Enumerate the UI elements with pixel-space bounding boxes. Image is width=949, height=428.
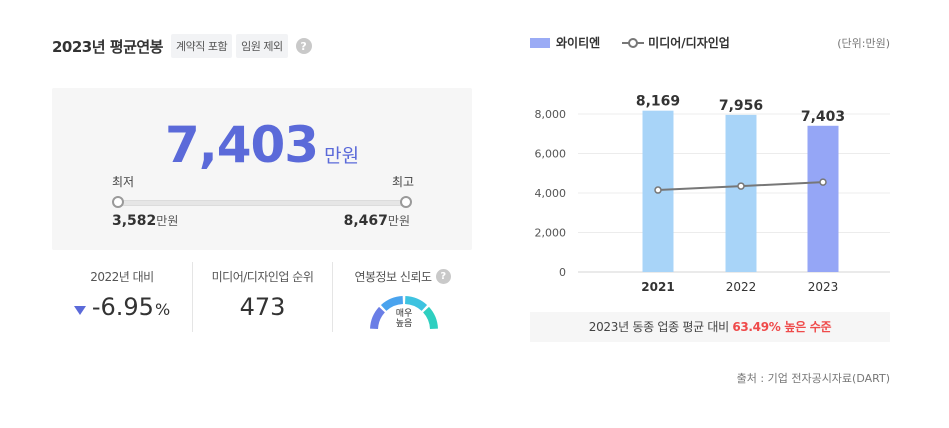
salary-summary-panel: 2023년 평균연봉 계약직 포함 임원 제외 ? 7,403 만원 최저 최고 … (52, 0, 472, 428)
tag-contract-included: 계약직 포함 (170, 34, 233, 58)
gauge-segment-3 (404, 296, 428, 312)
industry-avg-point (654, 186, 662, 194)
stat-yoy-percent: % (154, 300, 171, 319)
down-arrow-icon (73, 305, 86, 315)
stat-yoy-number: -6.95 (91, 293, 154, 321)
chart-legend: 와이티엔 미디어/디자인업 (530, 34, 730, 51)
average-salary-value: 7,403 (164, 116, 319, 174)
salary-bar-chart: 0 2,000 4,000 6,000 8,000 8,169 2021 7,956 2022 7… (535, 94, 890, 294)
range-min-knob (112, 196, 124, 208)
range-max-knob (400, 196, 412, 208)
y-tick-label: 0 (559, 266, 566, 279)
bar-value-label: 8,169 (636, 94, 680, 110)
legend-line-swatch (622, 37, 645, 48)
stat-rank-label: 미디어/디자인업 순위 (211, 270, 314, 284)
legend-line-label: 미디어/디자인업 (648, 36, 730, 50)
industry-avg-point (819, 178, 827, 186)
stats-row: 2022년 대비 -6.95% 미디어/디자인업 순위 473 연봉정보 신뢰도… (52, 262, 472, 332)
gauge-segment-4 (422, 306, 438, 330)
stat-yoy-label: 2022년 대비 (90, 270, 154, 284)
salary-range-track (118, 200, 406, 206)
min-value: 3,582만원 (112, 212, 178, 229)
page-title: 2023년 평균연봉 (52, 37, 163, 56)
comparison-note-text: 2023년 동종 업종 평균 대비 (588, 320, 729, 334)
gauge-segment-2 (380, 296, 404, 312)
help-icon[interactable]: ? (295, 38, 312, 54)
x-tick-label: 2023 (808, 280, 839, 294)
comparison-note: 2023년 동종 업종 평균 대비 63.49% 높은 수준 (530, 312, 890, 342)
unit-note: (단위:만원) (837, 37, 890, 50)
max-value-unit: 만원 (387, 214, 410, 228)
stat-rank: 미디어/디자인업 순위 473 (192, 262, 332, 332)
stat-yoy: 2022년 대비 -6.95% (52, 262, 192, 332)
reliability-gauge-icon: 매우 높음 (370, 296, 438, 330)
legend-bar-swatch (530, 37, 550, 48)
x-tick-label: 2021 (641, 280, 674, 294)
min-value-number: 3,582 (112, 213, 157, 229)
y-tick-label: 2,000 (535, 227, 567, 240)
max-value: 8,467만원 (344, 212, 410, 229)
bar-2022 (725, 114, 757, 272)
industry-avg-point (737, 182, 745, 190)
help-icon[interactable]: ? (435, 269, 451, 284)
y-tick-label: 4,000 (535, 187, 567, 200)
average-salary-card: 7,403 만원 최저 최고 3,582만원 8,467만원 (52, 88, 472, 250)
min-label: 최저 (112, 175, 135, 189)
stat-yoy-value: -6.95% (52, 293, 192, 321)
comparison-note-highlight: 63.49% 높은 수준 (732, 320, 832, 334)
average-salary: 7,403 만원 (52, 116, 472, 174)
gauge-text-2: 높음 (396, 318, 413, 329)
bar-value-label: 7,956 (719, 98, 763, 114)
bar-2023 (807, 125, 839, 273)
y-tick-label: 6,000 (535, 148, 567, 161)
source-text: 출처 : 기업 전자공시자료(DART) (736, 372, 890, 385)
gauge-segment-1 (370, 306, 386, 330)
stat-reliability: 연봉정보 신뢰도 ? 매우 높음 (332, 262, 472, 332)
y-tick-label: 8,000 (535, 108, 567, 121)
legend-bar-label: 와이티엔 (556, 36, 601, 50)
x-tick-label: 2022 (726, 280, 757, 294)
stat-reliability-text: 연봉정보 신뢰도 (354, 270, 432, 284)
gauge-text-1: 매우 (396, 308, 413, 319)
tag-executive-excluded: 임원 제외 (236, 34, 288, 58)
stat-reliability-label: 연봉정보 신뢰도 ? (333, 268, 472, 285)
average-salary-unit: 만원 (324, 145, 360, 167)
min-value-unit: 만원 (156, 214, 179, 228)
max-value-number: 8,467 (343, 213, 388, 229)
stat-rank-value: 473 (239, 293, 286, 321)
title-row: 2023년 평균연봉 계약직 포함 임원 제외 ? (52, 34, 312, 58)
bar-value-label: 7,403 (801, 109, 845, 125)
max-label: 최고 (392, 175, 415, 189)
salary-trend-panel: 와이티엔 미디어/디자인업 (단위:만원) 0 2,000 4,000 6,000 8,… (530, 0, 890, 428)
